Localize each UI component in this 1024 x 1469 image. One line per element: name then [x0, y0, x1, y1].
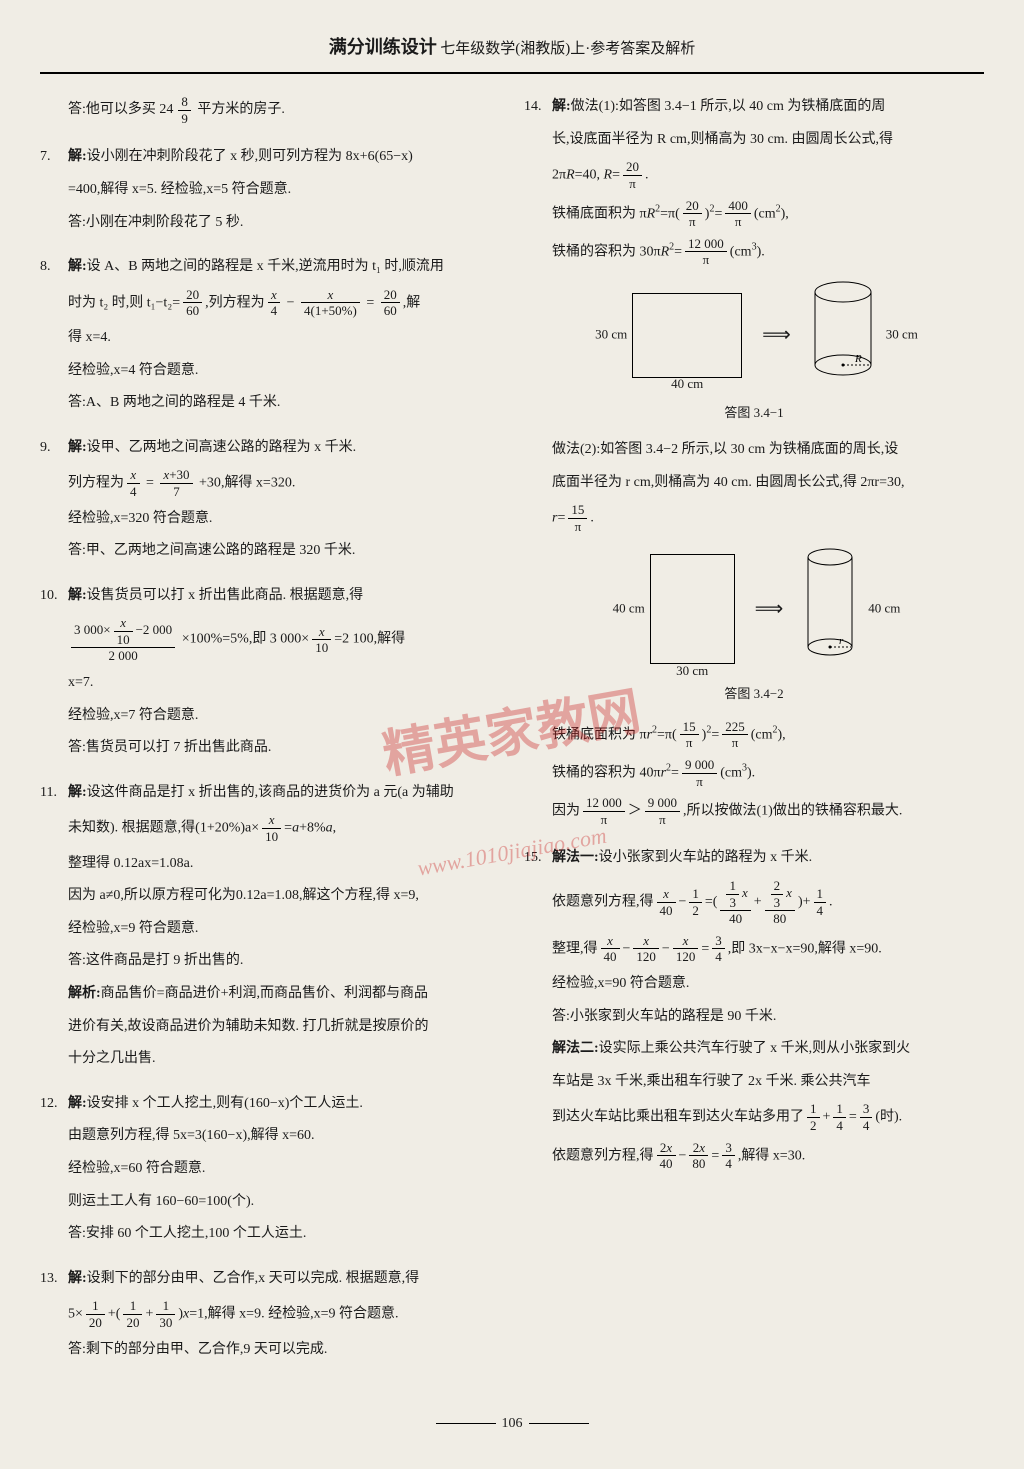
problem-9: 9.解:设甲、乙两地之间高速公路的路程为 x 千米. 列方程为x4 = x+30… — [40, 435, 500, 565]
problem-13: 13.解:设剩下的部分由甲、乙合作,x 天可以完成. 根据题意,得 5×120+… — [40, 1266, 500, 1363]
page-number: 106 — [502, 1416, 523, 1431]
problem-7: 7.解:设小刚在冲刺阶段花了 x 秒,则可列方程为 8x+6(65−x) =40… — [40, 144, 500, 236]
problem-15: 15.解法一:设小张家到火车站的路程为 x 千米. 依题意列方程,得x40−12… — [524, 845, 984, 1171]
page-footer: 106 — [40, 1411, 984, 1438]
header-subtitle: 七年级数学(湘教版)上·参考答案及解析 — [440, 41, 695, 57]
problem-14: 14.解:做法(1):如答图 3.4−1 所示,以 40 cm 为铁桶底面的周 … — [524, 94, 984, 827]
answer-line: 答:他可以多买 2489 平方米的房子. — [40, 94, 500, 126]
right-column: 14.解:做法(1):如答图 3.4−1 所示,以 40 cm 为铁桶底面的周 … — [524, 94, 984, 1381]
arrow-icon: ⟹ — [762, 316, 791, 354]
cylinder-icon: r — [803, 547, 858, 662]
svg-text:R: R — [854, 353, 862, 365]
cylinder-icon: R — [811, 280, 876, 380]
left-column: 答:他可以多买 2489 平方米的房子. 7.解:设小刚在冲刺阶段花了 x 秒,… — [40, 94, 500, 1381]
problem-10: 10.解:设售货员可以打 x 折出售此商品. 根据题意,得 3 000×x10−… — [40, 583, 500, 762]
figure-3-4-2: 40 cm 30 cm ⟹ r 40 cm 答图 3.4−2 — [524, 547, 984, 707]
header-title: 满分训练设计 — [329, 37, 437, 57]
figure-3-4-1: 30 cm 40 cm ⟹ R 30 cm 答图 3.4−1 — [524, 280, 984, 425]
arrow-icon: ⟹ — [755, 590, 784, 628]
problem-11: 11.解:设这件商品是打 x 折出售的,该商品的进货价为 a 元(a 为辅助 未… — [40, 780, 500, 1073]
svg-text:r: r — [839, 635, 844, 647]
page-header: 满分训练设计 七年级数学(湘教版)上·参考答案及解析 — [40, 30, 984, 74]
problem-8: 8.解:设 A、B 两地之间的路程是 x 千米,逆流用时为 t₁ 时,顺流用 时… — [40, 254, 500, 417]
problem-12: 12.解:设安排 x 个工人挖土,则有(160−x)个工人运土. 由题意列方程,… — [40, 1091, 500, 1248]
